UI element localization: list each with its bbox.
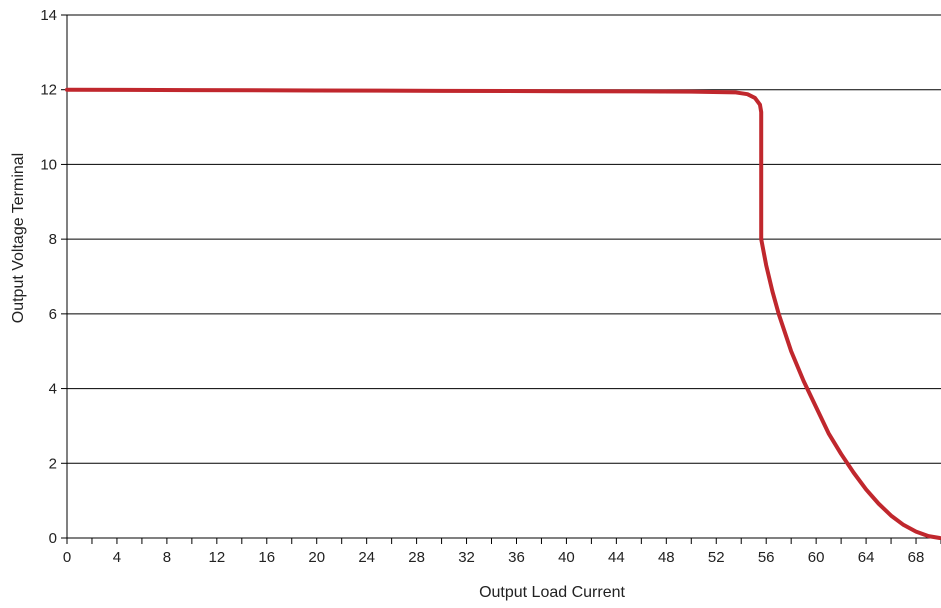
x-tick-label: 48 [658,549,675,566]
y-tick-label: 6 [49,306,57,323]
y-tick-label: 14 [40,7,57,24]
x-tick-label: 12 [208,549,225,566]
x-tick-label: 44 [608,549,625,566]
x-tick-label: 60 [808,549,825,566]
y-tick-label: 8 [49,231,57,248]
series-line-0 [65,87,941,540]
x-tick-label: 40 [558,549,575,566]
x-tick-label: 64 [858,549,875,566]
x-tick-label: 36 [508,549,525,566]
y-tick-label: 12 [40,82,57,99]
x-tick-label: 56 [758,549,775,566]
x-axis-title: Output Load Current [479,584,625,601]
series-layer [65,87,941,540]
x-tick-label: 8 [163,549,171,566]
x-tick-label: 16 [258,549,275,566]
x-tick-label: 28 [408,549,425,566]
x-tick-label: 24 [358,549,375,566]
y-tick-label: 2 [49,455,57,472]
x-tick-label: 52 [708,549,725,566]
y-tick-label: 4 [49,381,57,398]
x-tick-label: 20 [308,549,325,566]
y-axis-title: Output Voltage Terminal [10,153,27,323]
y-tick-label: 0 [49,530,57,547]
x-tick-label: 4 [113,549,121,566]
y-tick-label: 10 [40,156,57,173]
ticks [61,14,941,544]
axes [66,15,941,539]
x-tick-label: 32 [458,549,475,566]
x-tick-label: 0 [63,549,71,566]
x-tick-label: 68 [908,549,925,566]
